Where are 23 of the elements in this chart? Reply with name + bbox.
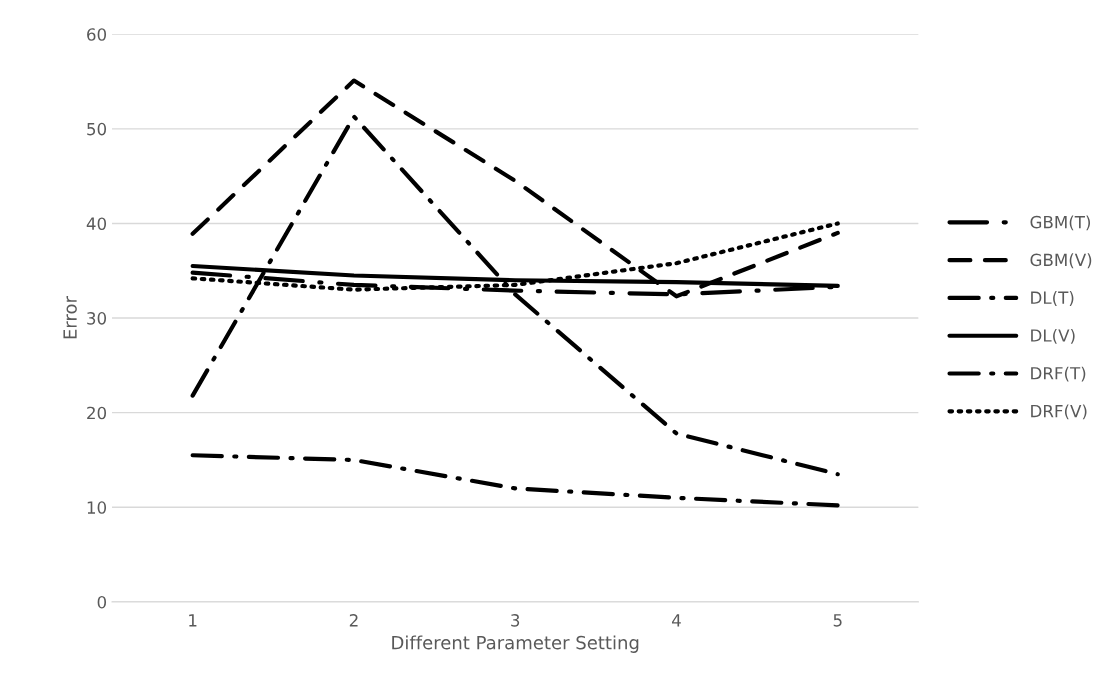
y-tick-label: 50 [87, 122, 107, 136]
legend-label: GBM(V) [1030, 253, 1092, 269]
y-tick-label: 40 [86, 217, 107, 231]
y-tick-label: 30 [87, 312, 107, 325]
legend-label: GBM(T) [1030, 215, 1091, 231]
line-series [190, 114, 840, 477]
y-tick-label: 0 [97, 595, 107, 609]
y-axis-title: Error [63, 296, 77, 339]
x-tick-label: 3 [511, 614, 520, 627]
x-axis-title: Different Parameter Setting [392, 635, 639, 653]
x-tick-label: 2 [349, 614, 358, 627]
line-series [190, 78, 840, 299]
x-tick-label: 4 [671, 614, 681, 627]
legend-label: DL(T) [1031, 291, 1074, 306]
legend-label: DL(V) [1031, 328, 1075, 344]
legend-label: DRF(V) [1031, 404, 1087, 420]
x-tick-label: 1 [189, 614, 197, 627]
y-tick-label: 10 [87, 501, 107, 514]
x-tick-label: 5 [833, 614, 842, 627]
y-tick-label: 60 [87, 28, 107, 41]
line-series [190, 453, 840, 508]
legend-label: DRF(T) [1031, 366, 1086, 382]
y-tick-label: 20 [87, 406, 107, 420]
